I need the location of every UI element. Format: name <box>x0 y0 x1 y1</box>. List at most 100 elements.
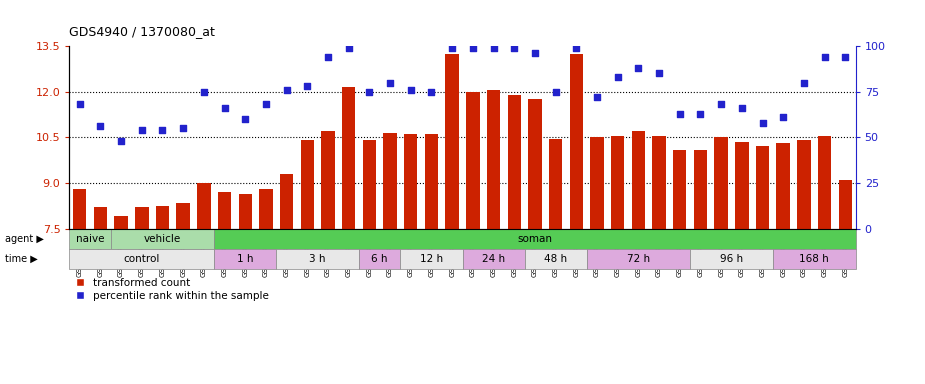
Point <box>672 111 687 117</box>
Text: 72 h: 72 h <box>627 254 650 264</box>
Point <box>631 65 646 71</box>
Bar <box>215 249 277 269</box>
Point <box>569 45 584 51</box>
Bar <box>632 131 645 228</box>
Bar <box>425 134 438 228</box>
Point <box>93 123 108 129</box>
Text: 12 h: 12 h <box>420 254 443 264</box>
Bar <box>610 136 624 228</box>
Bar <box>135 207 149 228</box>
Text: 48 h: 48 h <box>544 254 567 264</box>
Point <box>549 89 563 95</box>
Text: control: control <box>124 254 160 264</box>
Point <box>776 114 791 120</box>
Point <box>155 127 170 133</box>
Text: vehicle: vehicle <box>144 234 181 244</box>
Text: soman: soman <box>517 234 552 244</box>
Bar <box>590 137 604 228</box>
Text: 3 h: 3 h <box>310 254 326 264</box>
Bar <box>93 207 107 228</box>
Bar <box>466 92 479 228</box>
Text: GDS4940 / 1370080_at: GDS4940 / 1370080_at <box>69 25 216 38</box>
Bar <box>549 139 562 228</box>
Point <box>300 83 314 89</box>
Point <box>196 89 211 95</box>
Point <box>734 105 749 111</box>
Point <box>755 120 770 126</box>
Bar <box>280 174 293 228</box>
Bar <box>363 141 376 228</box>
Text: 1 h: 1 h <box>237 254 253 264</box>
Bar <box>401 249 462 269</box>
Bar <box>818 136 832 228</box>
Bar <box>217 192 231 228</box>
Point <box>383 79 398 86</box>
Bar <box>446 54 459 228</box>
Point <box>610 74 625 80</box>
Point <box>114 138 129 144</box>
Point <box>651 70 666 76</box>
Point <box>238 116 253 122</box>
Bar <box>69 228 111 249</box>
Bar <box>586 249 690 269</box>
Bar <box>301 141 314 228</box>
Point <box>445 45 460 51</box>
Bar <box>528 99 542 228</box>
Bar <box>239 194 252 228</box>
Bar <box>694 149 708 228</box>
Bar <box>690 249 773 269</box>
Bar <box>115 217 128 228</box>
Point <box>838 54 853 60</box>
Point <box>424 89 438 95</box>
Legend: transformed count, percentile rank within the sample: transformed count, percentile rank withi… <box>75 278 269 301</box>
Point <box>589 94 604 100</box>
Bar <box>776 144 790 228</box>
Point <box>796 79 811 86</box>
Bar <box>259 189 273 228</box>
Bar <box>277 249 359 269</box>
Point <box>693 111 708 117</box>
Bar <box>111 228 215 249</box>
Point <box>72 101 87 108</box>
Text: time ▶: time ▶ <box>5 254 37 264</box>
Bar <box>404 134 417 228</box>
Bar <box>524 249 586 269</box>
Text: 168 h: 168 h <box>799 254 829 264</box>
Point <box>465 45 480 51</box>
Text: 24 h: 24 h <box>482 254 505 264</box>
Point <box>176 125 191 131</box>
Bar <box>487 90 500 228</box>
Bar <box>756 146 770 228</box>
Bar <box>462 249 524 269</box>
Bar <box>321 131 335 228</box>
Bar <box>773 249 856 269</box>
Point <box>258 101 274 108</box>
Point <box>321 54 336 60</box>
Text: 6 h: 6 h <box>372 254 388 264</box>
Bar <box>570 54 583 228</box>
Bar <box>69 249 215 269</box>
Point <box>217 105 232 111</box>
Point <box>507 45 522 51</box>
Point <box>714 101 729 108</box>
Bar <box>673 149 686 228</box>
Bar <box>155 206 169 228</box>
Bar <box>797 141 810 228</box>
Bar <box>177 203 190 228</box>
Bar <box>215 228 856 249</box>
Point <box>487 45 501 51</box>
Bar <box>383 133 397 228</box>
Point <box>527 50 542 56</box>
Text: 96 h: 96 h <box>720 254 743 264</box>
Point <box>403 87 418 93</box>
Point <box>134 127 149 133</box>
Bar <box>359 249 401 269</box>
Bar <box>839 180 852 228</box>
Bar <box>652 136 666 228</box>
Bar <box>735 142 748 228</box>
Bar <box>342 87 355 228</box>
Point <box>817 54 832 60</box>
Text: naive: naive <box>76 234 105 244</box>
Point <box>362 89 376 95</box>
Bar <box>508 95 521 228</box>
